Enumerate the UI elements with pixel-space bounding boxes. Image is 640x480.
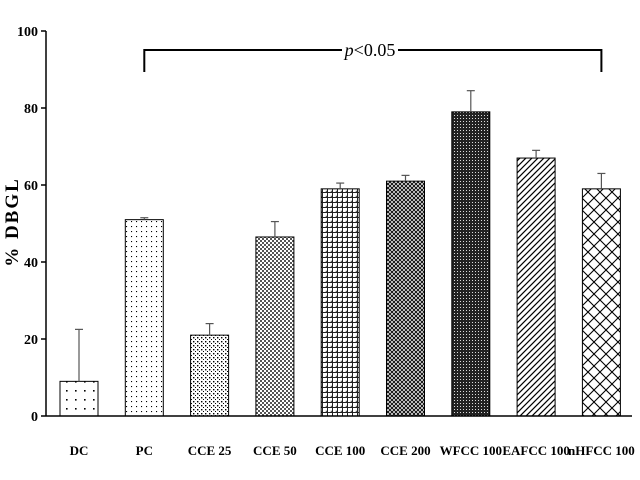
x-tick-label: EAFCC 100 bbox=[502, 443, 570, 458]
significance-threshold: <0.05 bbox=[354, 40, 396, 60]
y-axis-title: % DBGL bbox=[2, 177, 23, 267]
x-tick-label: CCE 200 bbox=[380, 443, 430, 458]
error-bars-group bbox=[75, 90, 606, 382]
bar bbox=[255, 236, 295, 417]
y-tick-label: 20 bbox=[24, 333, 38, 348]
bar bbox=[59, 380, 99, 417]
x-tick-label: CCE 25 bbox=[188, 443, 232, 458]
bar bbox=[320, 188, 360, 417]
significance-label-background bbox=[342, 38, 398, 60]
bar bbox=[124, 219, 164, 417]
bar bbox=[581, 188, 621, 417]
significance-bracket: p<0.05 bbox=[143, 38, 603, 72]
y-tick-label: 60 bbox=[24, 179, 38, 194]
bars-group bbox=[59, 111, 621, 417]
y-tick-label: 0 bbox=[31, 410, 38, 425]
y-tick-label: 80 bbox=[24, 102, 38, 117]
x-tick-label: CCE 100 bbox=[315, 443, 365, 458]
significance-p: p bbox=[343, 40, 354, 60]
x-labels-group: DC PC CCE 25 CCE 50 CCE 100 CCE 200 WFCC 100 EA… bbox=[70, 443, 635, 458]
y-tick-label: 40 bbox=[24, 256, 38, 271]
x-tick-label: CCE 50 bbox=[253, 443, 297, 458]
bar bbox=[386, 180, 425, 417]
bar bbox=[451, 111, 491, 417]
bar bbox=[190, 334, 230, 417]
x-tick-label: DC bbox=[70, 443, 89, 458]
bar bbox=[516, 157, 556, 417]
x-tick-label: PC bbox=[136, 443, 153, 458]
y-tick-label: 100 bbox=[17, 25, 38, 40]
x-tick-label: WFCC 100 bbox=[440, 443, 502, 458]
x-tick-label: nHFCC 100 bbox=[568, 443, 635, 458]
significance-label: p<0.05 bbox=[343, 40, 396, 60]
y-ticks-group: 0 20 40 60 80 100 bbox=[17, 25, 46, 425]
